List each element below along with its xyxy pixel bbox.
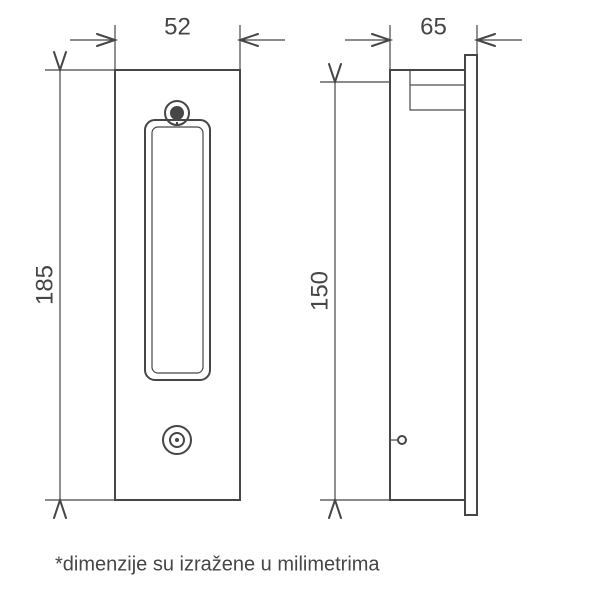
dim-width-side: 65 [420, 13, 447, 40]
footnote: *dimenzije su izražene u milimetrima [55, 553, 380, 575]
dim-width-front: 52 [164, 13, 191, 40]
dim-height-front: 185 [31, 265, 58, 305]
dim-height-side: 150 [306, 271, 333, 311]
